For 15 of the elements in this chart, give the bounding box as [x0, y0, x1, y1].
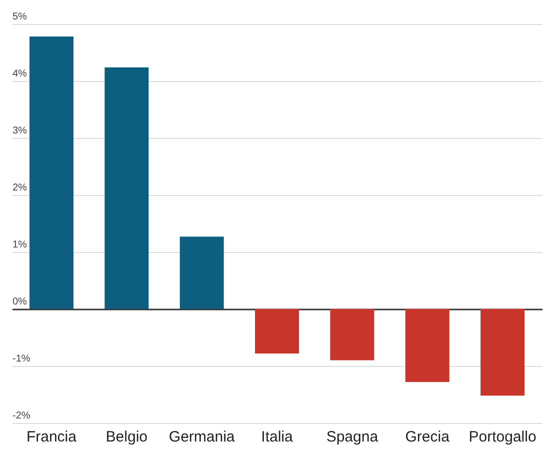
y-tick-label: 3% — [12, 126, 28, 136]
x-tick-label: Germania — [168, 428, 236, 446]
y-tick-label: 5% — [12, 12, 28, 22]
x-tick-label: Francia — [26, 428, 78, 446]
y-tick-label: 4% — [12, 68, 28, 80]
x-tick-label: Belgio — [106, 428, 148, 446]
x-tick-label: Portogallo — [468, 428, 536, 446]
x-tick-label: Italia — [261, 428, 294, 446]
y-tick-label: -1% — [12, 354, 30, 364]
x-tick-label: Spagna — [326, 428, 379, 446]
x-tick-label: Grecia — [405, 428, 450, 446]
y-tick-label: 0% — [12, 296, 28, 308]
y-tick-label: -2% — [12, 410, 30, 422]
y-tick-label: 1% — [12, 240, 28, 250]
y-tick-label: 2% — [12, 182, 28, 194]
